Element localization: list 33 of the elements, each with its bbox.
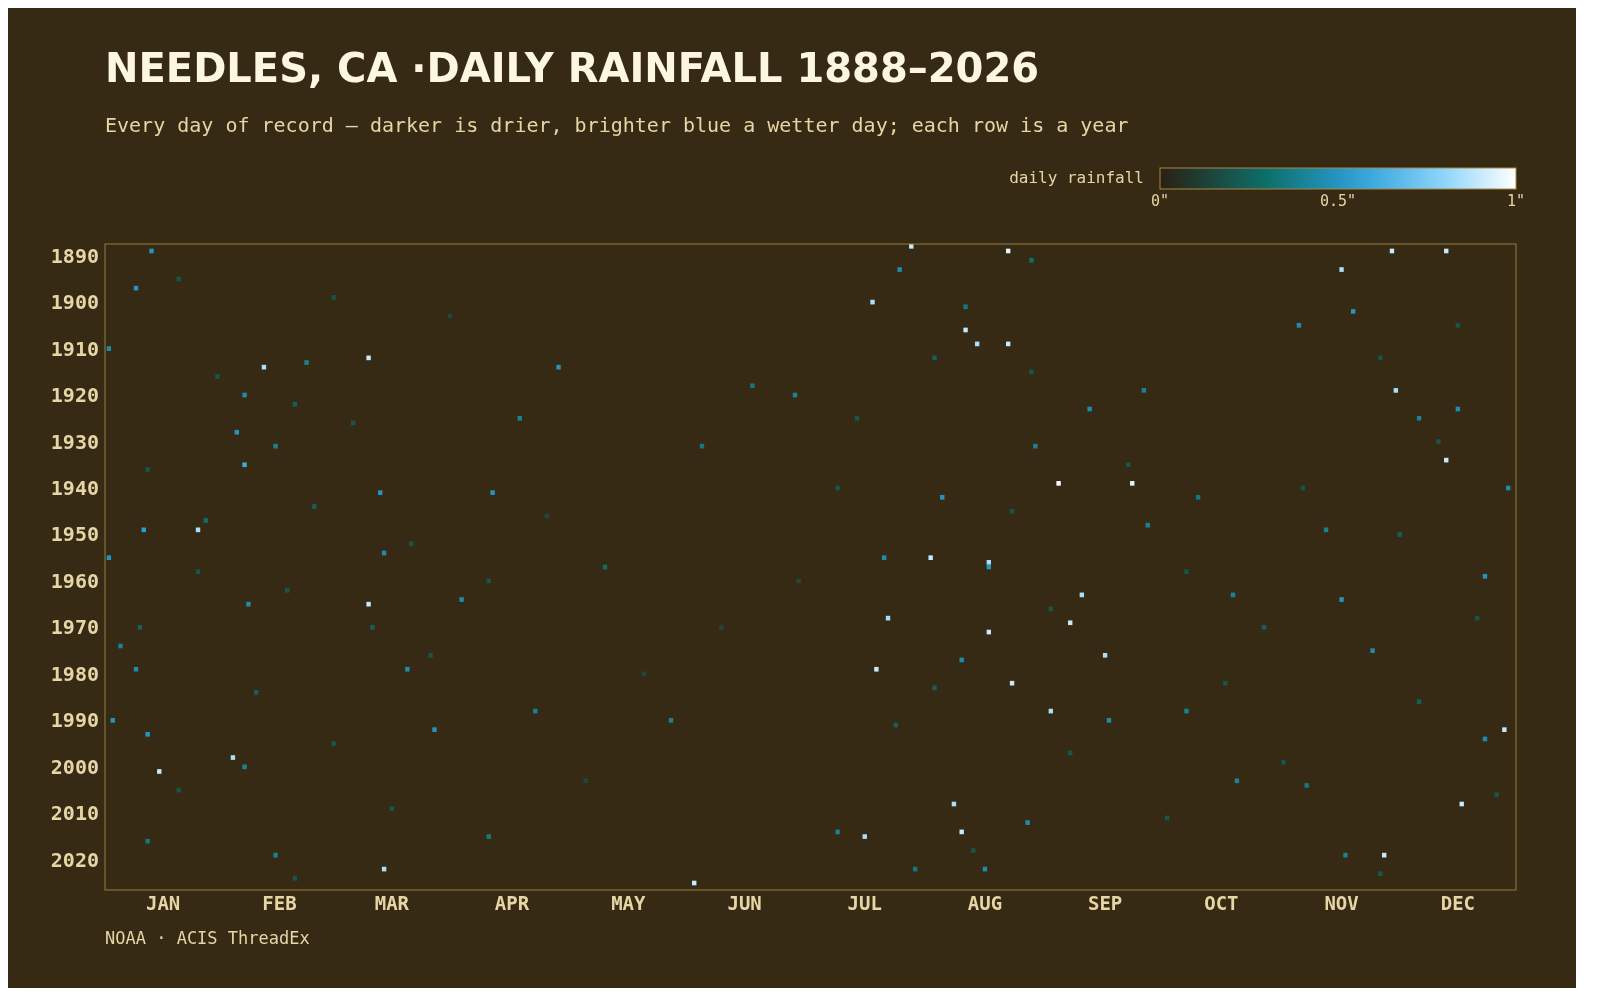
x-tick-label: DEC — [1440, 892, 1476, 914]
y-tick-label: 2020 — [50, 847, 99, 872]
x-tick-label: NOV — [1324, 892, 1359, 914]
x-tick-label: JAN — [145, 892, 181, 914]
y-tick-label: 2000 — [50, 754, 99, 779]
x-tick-label: MAR — [374, 892, 410, 914]
y-tick-label: 1930 — [50, 429, 99, 454]
text: NOAA · ACIS ThreadEx — [105, 928, 310, 948]
x-tick-label: FEB — [262, 892, 297, 914]
x-tick-label: OCT — [1204, 892, 1239, 914]
x-tick-label: APR — [494, 892, 530, 914]
y-tick-label: 1970 — [50, 615, 99, 640]
color-bar-label: 1" — [1506, 192, 1526, 210]
x-tick-label: JUL — [847, 892, 882, 914]
y-tick-label: 2010 — [50, 801, 99, 826]
chart-title: NEEDLES, CA ·DAILY RAINFALL 1888–2026 — [105, 45, 1040, 91]
y-tick-label: 1960 — [50, 568, 99, 593]
y-tick-label: 1940 — [50, 475, 99, 500]
x-tick-label: JUN — [727, 892, 762, 914]
color-bar-title: daily rainfall — [1009, 168, 1144, 187]
x-tick-label: AUG — [967, 892, 1003, 914]
y-tick-label: 1950 — [50, 522, 99, 547]
x-tick-label: MAY — [611, 892, 647, 914]
y-tick-label: 1980 — [50, 661, 99, 686]
y-tick-label: 1890 — [50, 243, 99, 268]
color-bar-label: 0.5" — [1319, 192, 1357, 210]
color-bar-label: 0" — [1150, 192, 1170, 210]
y-tick-label: 1990 — [50, 708, 99, 733]
y-tick-label: 1920 — [50, 383, 99, 408]
x-tick-label: SEP — [1087, 892, 1123, 914]
chart-subtitle: Every day of record — darker is drier, brighter blue a wetter day; each row is a year — [105, 113, 1129, 137]
y-tick-label: 1910 — [50, 336, 99, 361]
y-tick-label: 1900 — [50, 290, 99, 315]
